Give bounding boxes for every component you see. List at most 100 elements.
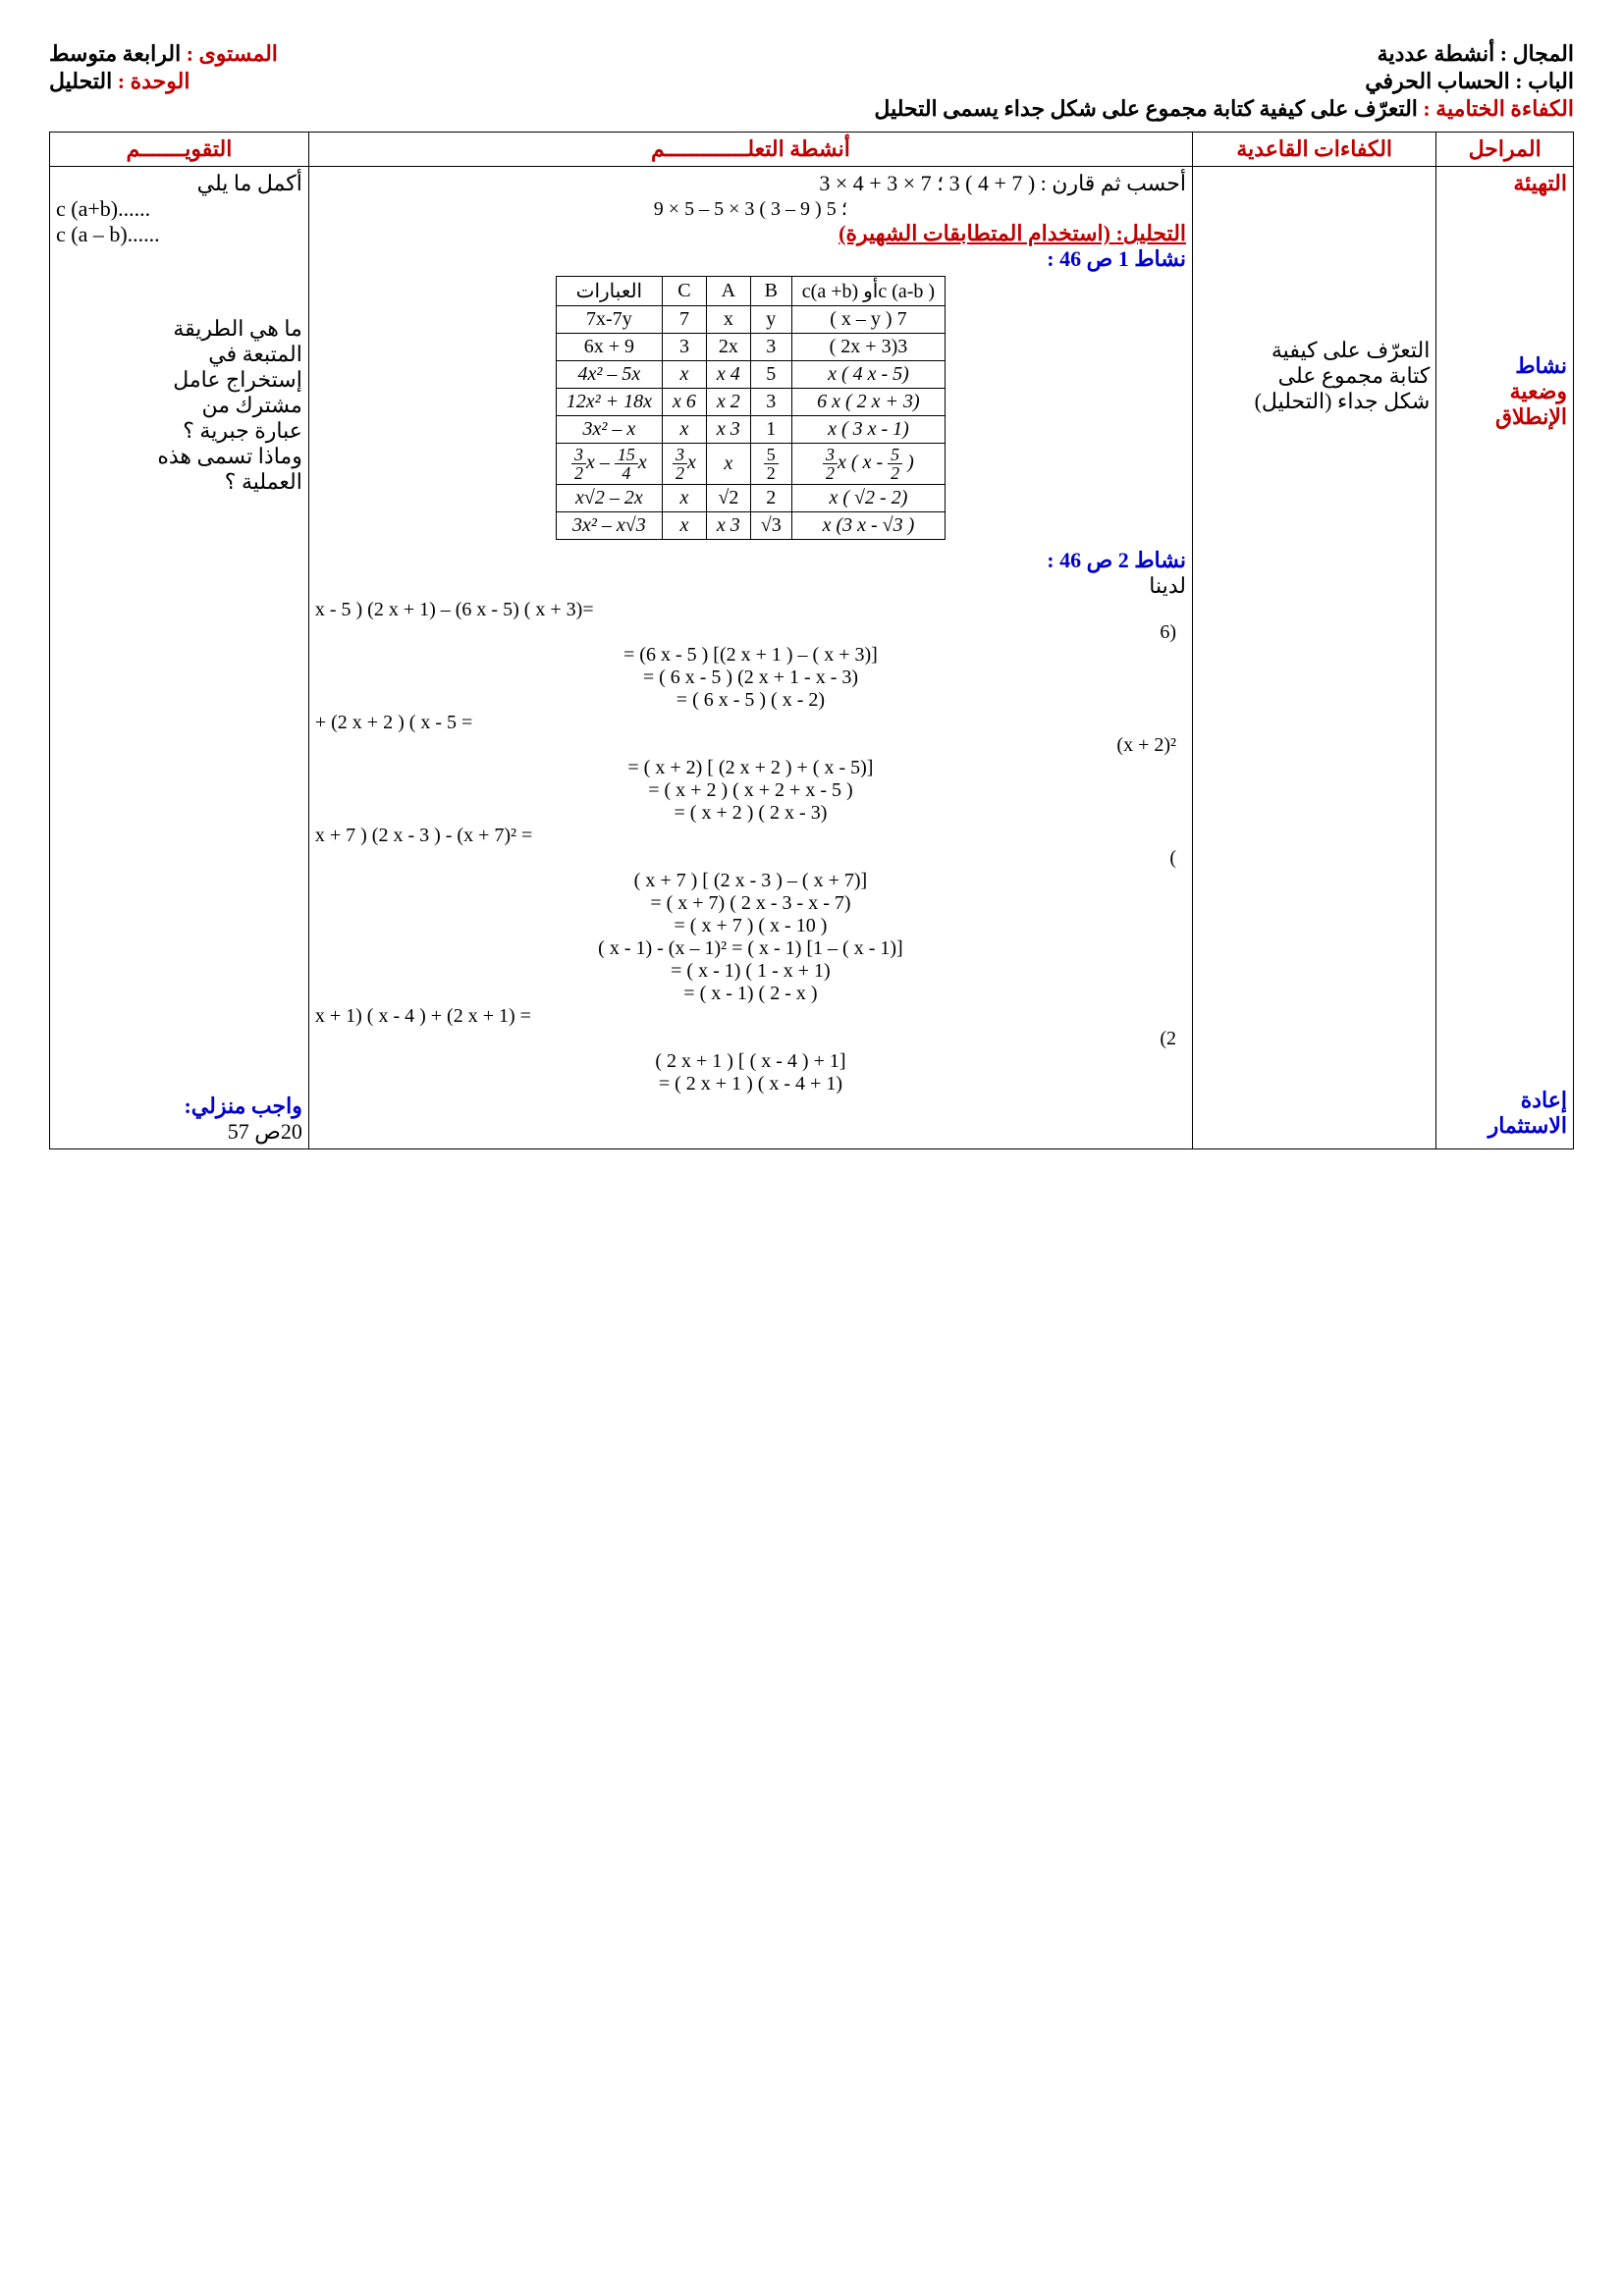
stage-reinvest1: إعادة [1442, 1088, 1567, 1113]
ex-open: 6) [315, 621, 1186, 644]
competence-label: الكفاءة الختامية : [1423, 96, 1574, 121]
r7-a: √2 [706, 485, 750, 512]
r2-form: ( 2x + 3)3 [791, 334, 945, 361]
eval-q5: عبارة جبرية ؟ [56, 418, 302, 444]
comp-line1: التعرّف على كيفية [1199, 338, 1430, 363]
stages-cell: التهيئة نشاط وضعية الإنطلاق إعادة الاستث… [1436, 167, 1574, 1149]
math-r: ( 2 x + 1 ) [ ( x - 4 ) + 1] [315, 1050, 1186, 1073]
r5-form: x ( 3 x - 1) [791, 416, 945, 444]
r3-b: 5 [750, 361, 791, 389]
math-d: = ( 6 x - 5 ) ( x - 2) [315, 689, 1186, 712]
r3-expr: 4x² – 5x [556, 361, 662, 389]
col-activities: أنشطة التعلـــــــــــــم [308, 133, 1192, 167]
math-f: (x + 2)² [315, 734, 1186, 757]
eval-3: c (a – b)...... [56, 222, 302, 247]
eval-q3: إستخراج عامل [56, 367, 302, 393]
r3-form: x ( 4 x - 5) [791, 361, 945, 389]
r2-c: 3 [663, 334, 707, 361]
r4-c: x 6 [663, 389, 707, 416]
hw-label: واجب منزلي: [56, 1094, 302, 1119]
math-b: = (6 x - 5 ) [(2 x + 1 ) – ( x + 3)] [315, 644, 1186, 667]
math-q: x + 1) ( x - 4 ) + (2 x + 1) = [315, 1005, 1186, 1028]
r4-expr: 12x² + 18x [556, 389, 662, 416]
math-j: x + 7 ) (2 x - 3 ) - (x + 7)² = [315, 825, 1186, 847]
math-e: + (2 x + 2 ) ( x - 5 = [315, 712, 1186, 734]
math-p: = ( x - 1) ( 2 - x ) [315, 983, 1186, 1005]
ih-form: c(a +b) أوc (a-b ) [791, 277, 945, 306]
r3-c: x [663, 361, 707, 389]
paren-open: ( [315, 847, 1186, 870]
col-evaluation: التقويـــــــم [50, 133, 309, 167]
math-o: = ( x - 1) ( 1 - x + 1) [315, 960, 1186, 983]
math-a: x - 5 ) (2 x + 1) – (6 x - 5) ( x + 3)= [315, 599, 1186, 621]
r7-c: x [663, 485, 707, 512]
math-l: = ( x + 7) ( 2 x - 3 - x - 7) [315, 892, 1186, 915]
r5-b: 1 [750, 416, 791, 444]
r6-b: 52 [750, 444, 791, 485]
factor-table: العبارات C A B c(a +b) أوc (a-b ) 7x-7y … [556, 276, 946, 540]
r8-c: x [663, 512, 707, 540]
r2-a: 2x [706, 334, 750, 361]
comp-line3: شكل جداء (التحليل) [1199, 389, 1430, 414]
r7-b: 2 [750, 485, 791, 512]
r5-a: x 3 [706, 416, 750, 444]
r8-expr: 3x² – x√3 [556, 512, 662, 540]
calc-line2: 9 × 5 – 5 × 3 ؛ 5 ( 9 – 3 ) [315, 196, 1186, 221]
ih-a: A [706, 277, 750, 306]
chapter-label: الباب : [1515, 69, 1574, 93]
eval-2: c (a+b)...... [56, 196, 302, 222]
chapter-value: الحساب الحرفي [1365, 69, 1510, 93]
competence-cell: التعرّف على كيفية كتابة مجموع على شكل جد… [1193, 167, 1436, 1149]
r5-expr: 3x² – x [556, 416, 662, 444]
r2-b: 3 [750, 334, 791, 361]
stage-prep: التهيئة [1442, 171, 1567, 196]
lesson-table: المراحل الكفاءات القاعدية أنشطة التعلـــ… [49, 132, 1574, 1149]
r1-form: ( x – y ) 7 [791, 306, 945, 334]
r5-c: x [663, 416, 707, 444]
r3-a: x 4 [706, 361, 750, 389]
r1-c: 7 [663, 306, 707, 334]
r7-form: x ( √2 - 2) [791, 485, 945, 512]
stage-situation: وضعية [1442, 379, 1567, 404]
domain-label: المجال : [1500, 41, 1574, 66]
r8-b: √3 [750, 512, 791, 540]
math-g: = ( x + 2) [ (2 x + 2 ) + ( x - 5)] [315, 757, 1186, 779]
eval-1: أكمل ما يلي [56, 171, 302, 196]
math-k: ( x + 7 ) [ (2 x - 3 ) – ( x + 7)] [315, 870, 1186, 892]
math-m: = ( x + 7 ) ( x - 10 ) [315, 915, 1186, 937]
lesson-header: المجال : أنشطة عددية المستوى : الرابعة م… [49, 41, 1574, 122]
eval-q7: العملية ؟ [56, 469, 302, 495]
math-c: = ( 6 x - 5 ) (2 x + 1 - x - 3) [315, 667, 1186, 689]
paren-2: (2 [315, 1028, 1186, 1050]
comp-line2: كتابة مجموع على [1199, 363, 1430, 389]
eval-q4: مشترك من [56, 393, 302, 418]
domain-value: أنشطة عددية [1378, 41, 1495, 66]
math-h: = ( x + 2 ) ( x + 2 + x - 5 ) [315, 779, 1186, 802]
ih-c: C [663, 277, 707, 306]
hw-value: 20ص 57 [56, 1119, 302, 1145]
eval-q2: المتبعة في [56, 342, 302, 367]
activities-cell: أحسب ثم قارن : ( 7 + 4 ) 3 ؛ 7 × 3 + 4 ×… [308, 167, 1192, 1149]
col-stages: المراحل [1436, 133, 1574, 167]
eval-q6: وماذا تسمى هذه [56, 444, 302, 469]
calc-compare: أحسب ثم قارن : ( 7 + 4 ) 3 ؛ 7 × 3 + 4 ×… [315, 171, 1186, 196]
act1-title: نشاط 1 ص 46 : [315, 246, 1186, 272]
competence-value: التعرّف على كيفية كتابة مجموع على شكل جد… [874, 96, 1418, 121]
level-label: المستوى : [187, 41, 278, 66]
r4-b: 3 [750, 389, 791, 416]
ex-label: لدينا [315, 573, 1186, 599]
math-n: ( x - 1) - (x – 1)² = ( x - 1) [1 – ( x … [315, 937, 1186, 960]
r4-a: x 2 [706, 389, 750, 416]
evaluation-cell: أكمل ما يلي c (a+b)...... c (a – b).....… [50, 167, 309, 1149]
r8-a: x 3 [706, 512, 750, 540]
r6-a: x [706, 444, 750, 485]
r6-c: 32x [663, 444, 707, 485]
math-s: = ( 2 x + 1 ) ( x - 4 + 1) [315, 1073, 1186, 1095]
math-i: = ( x + 2 ) ( 2 x - 3) [315, 802, 1186, 825]
unit-label: الوحدة : [118, 69, 190, 93]
level-value: الرابعة متوسط [49, 41, 181, 66]
r2-expr: 6x + 9 [556, 334, 662, 361]
r1-b: y [750, 306, 791, 334]
ih-expr: العبارات [556, 277, 662, 306]
act2-title: نشاط 2 ص 46 : [315, 548, 1186, 573]
